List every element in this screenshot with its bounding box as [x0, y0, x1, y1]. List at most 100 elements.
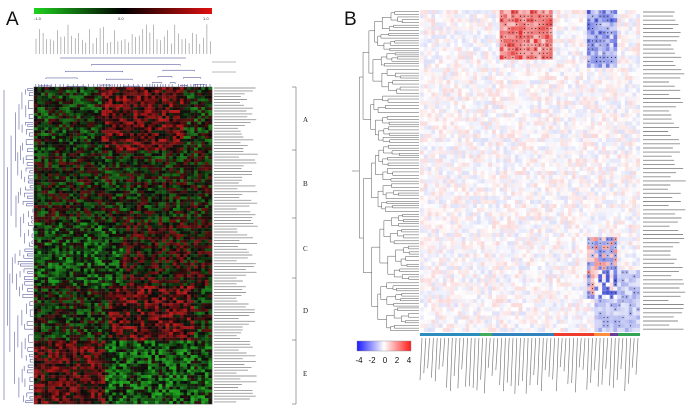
heatmap-cell	[197, 303, 202, 307]
heatmap-cell	[137, 303, 141, 307]
heatmap-cell	[204, 280, 209, 284]
heatmap-cell	[62, 259, 67, 263]
heatmap-cell	[66, 193, 70, 197]
heatmap-cell	[190, 133, 195, 137]
heatmap-cell	[187, 294, 191, 298]
heatmap-cell	[98, 190, 102, 194]
heatmap-cell	[158, 268, 163, 272]
heatmap-cell	[126, 297, 131, 301]
heatmap-cell	[55, 187, 60, 191]
heatmap-cell	[197, 228, 202, 232]
heatmap-cell	[201, 135, 206, 140]
heatmap-cell	[140, 184, 145, 189]
heatmap-cell	[34, 161, 38, 165]
heatmap-cell	[90, 179, 95, 183]
heatmap-cell	[44, 92, 49, 96]
heatmap-cell	[137, 291, 141, 295]
heatmap-cell	[158, 87, 163, 91]
heatmap-cell	[144, 285, 149, 289]
heatmap-cell	[76, 153, 81, 157]
heatmap-cell	[101, 228, 106, 232]
heatmap-cell	[158, 222, 163, 226]
heatmap-cell	[187, 112, 191, 116]
heatmap-cell	[76, 277, 81, 281]
heatmap-cell	[66, 242, 70, 246]
heatmap-cell	[190, 331, 195, 335]
heatmap-cell	[204, 277, 209, 281]
heatmap-cell	[112, 288, 117, 292]
heatmap-cell	[183, 343, 188, 347]
heatmap-cell	[172, 280, 177, 284]
heatmap-cell	[187, 130, 191, 134]
heatmap-cell	[55, 231, 60, 235]
heatmap-cell	[183, 153, 188, 157]
heatmap-cell	[83, 274, 88, 278]
heatmap-cell	[165, 219, 170, 223]
heatmap-cell	[130, 98, 134, 102]
heatmap-cell	[101, 265, 106, 269]
heatmap-cell	[172, 303, 177, 307]
heatmap-cell	[83, 343, 88, 347]
heatmap-cell	[66, 222, 70, 226]
heatmap-cell	[87, 124, 92, 128]
heatmap-cell	[58, 262, 63, 266]
heatmap-cell	[90, 173, 95, 177]
heatmap-cell	[172, 323, 177, 327]
heatmap-cell	[187, 340, 191, 344]
heatmap-cell	[126, 346, 131, 350]
heatmap-cell	[90, 340, 95, 344]
heatmap-cell	[208, 167, 213, 171]
heatmap-cell	[83, 346, 88, 350]
heatmap-cell	[137, 262, 141, 266]
heatmap-cell	[162, 115, 166, 119]
heatmap-cell	[169, 291, 173, 295]
heatmap-cell	[165, 306, 170, 310]
heatmap-cell	[66, 208, 70, 212]
heatmap-cell	[172, 245, 177, 249]
heatmap-cell	[208, 98, 213, 102]
heatmap-cell	[66, 329, 70, 333]
heatmap-cell	[105, 193, 109, 197]
heatmap-cell	[73, 300, 77, 304]
heatmap-cell	[34, 107, 38, 111]
heatmap-cell	[194, 300, 198, 304]
heatmap-cell	[62, 326, 67, 330]
heatmap-cell	[66, 104, 70, 108]
heatmap-cell	[90, 159, 95, 163]
heatmap-cell	[76, 248, 81, 252]
heatmap-cell	[98, 107, 102, 111]
heatmap-cell	[155, 280, 159, 284]
heatmap-cell	[165, 268, 170, 272]
heatmap-cell	[48, 251, 52, 255]
heatmap-cell	[48, 208, 52, 212]
heatmap-cell	[83, 300, 88, 304]
heatmap-cell	[165, 121, 170, 125]
heatmap-cell	[62, 179, 67, 183]
heatmap-cell	[155, 271, 159, 275]
heatmap-cell	[155, 306, 159, 310]
heatmap-cell	[44, 257, 49, 261]
heatmap-cell	[155, 115, 159, 119]
heatmap-cell	[133, 176, 138, 180]
heatmap-cell	[190, 161, 195, 165]
heatmap-cell	[34, 167, 38, 171]
heatmap-cell	[187, 118, 191, 122]
heatmap-cell	[197, 121, 202, 125]
heatmap-cell	[98, 337, 102, 341]
heatmap-cell	[140, 271, 145, 275]
heatmap-cell	[34, 320, 38, 324]
heatmap-cell	[155, 216, 159, 220]
heatmap-cell	[34, 245, 38, 249]
heatmap-cell	[130, 161, 134, 165]
heatmap-cell	[162, 196, 166, 200]
heatmap-cell	[130, 303, 134, 307]
heatmap-cell	[144, 89, 149, 93]
heatmap-cell	[194, 280, 198, 284]
heatmap-cell	[151, 274, 156, 278]
heatmap-cell	[73, 98, 77, 102]
heatmap-cell	[80, 110, 84, 114]
heatmap-cell	[69, 147, 74, 151]
heatmap-cell	[41, 138, 45, 142]
heatmap-cell	[194, 92, 198, 96]
heatmap-cell	[197, 110, 202, 114]
